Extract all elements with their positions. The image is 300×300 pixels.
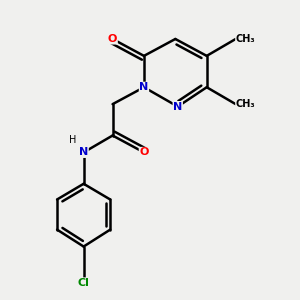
Text: H: H — [69, 135, 76, 145]
Text: O: O — [108, 34, 117, 44]
Text: N: N — [173, 102, 182, 112]
Text: N: N — [79, 147, 88, 158]
Text: Cl: Cl — [78, 278, 90, 288]
Text: O: O — [139, 147, 149, 158]
Text: CH₃: CH₃ — [236, 34, 255, 44]
Text: N: N — [139, 82, 148, 92]
Text: CH₃: CH₃ — [236, 99, 255, 109]
